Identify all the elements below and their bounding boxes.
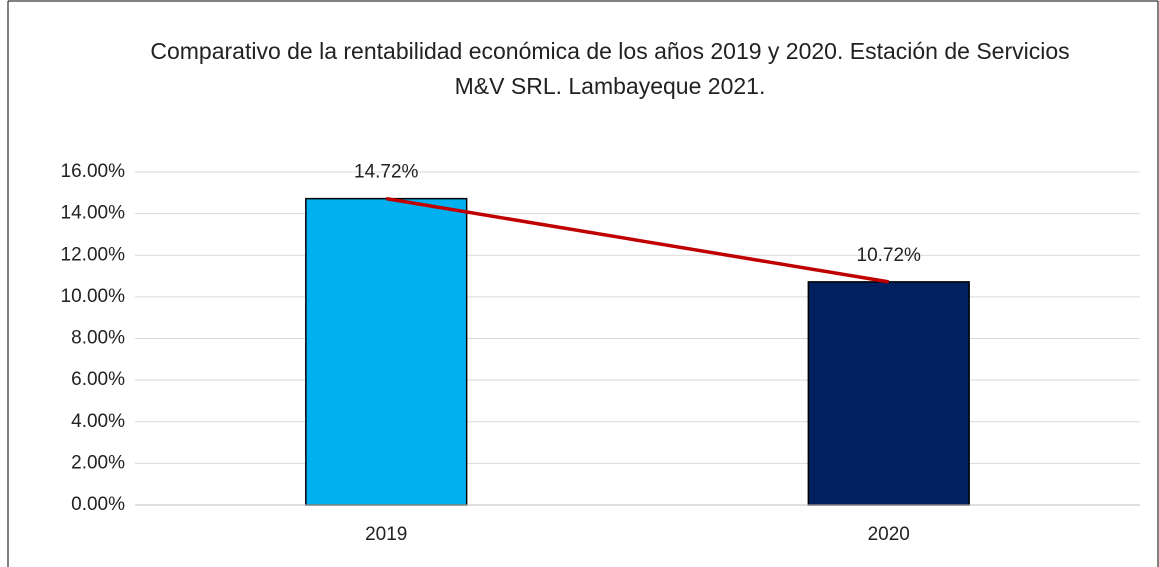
x-tick-label: 2019 [365,524,407,545]
x-tick-label: 2020 [868,524,910,545]
y-tick-label: 14.00% [61,203,126,224]
y-tick-label: 12.00% [61,244,126,265]
data-label: 10.72% [857,245,922,266]
y-tick-label: 4.00% [71,411,125,432]
y-tick-label: 16.00% [61,161,126,182]
y-tick-label: 0.00% [71,494,125,515]
y-tick-label: 10.00% [61,286,126,307]
y-tick-label: 6.00% [71,369,125,390]
chart-title: Comparativo de la rentabilidad económica… [150,38,1070,99]
y-tick-label: 2.00% [71,452,125,473]
trend-line [385,196,890,284]
y-tick-label: 8.00% [71,328,125,349]
bar [305,197,468,506]
data-label: 14.72% [354,162,419,183]
bar [807,281,970,506]
